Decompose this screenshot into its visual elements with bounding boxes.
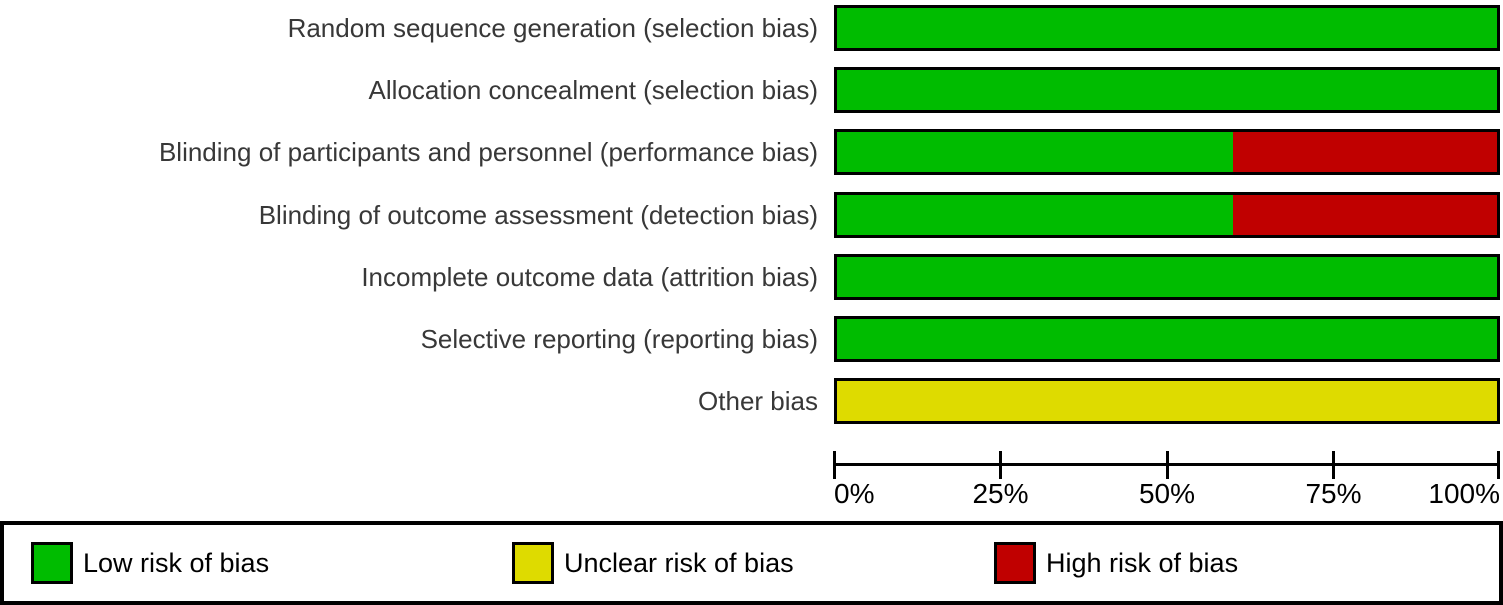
legend-entry-high: High risk of bias xyxy=(994,542,1238,584)
bias-bar xyxy=(834,316,1500,362)
x-axis-tick-labels: 0% 25% 50% 75% 100% xyxy=(834,480,1500,512)
bias-bar-segment-low xyxy=(837,132,1233,172)
legend-entry-low: Low risk of bias xyxy=(31,542,269,584)
bias-bar-segment-low xyxy=(837,319,1497,359)
bias-row: Blinding of participants and personnel (… xyxy=(0,129,1503,175)
bias-bar xyxy=(834,192,1500,238)
bias-row-label: Blinding of outcome assessment (detectio… xyxy=(258,200,818,230)
bias-row: Random sequence generation (selection bi… xyxy=(0,5,1503,51)
axis-tick xyxy=(999,451,1002,479)
legend-label-high-risk: High risk of bias xyxy=(1046,547,1239,578)
bias-row-label: Allocation concealment (selection bias) xyxy=(368,75,818,105)
bias-row: Selective reporting (reporting bias) xyxy=(0,316,1503,362)
legend-swatch-high-risk xyxy=(994,542,1036,584)
bias-row-label: Other bias xyxy=(698,386,818,416)
bias-row-label: Incomplete outcome data (attrition bias) xyxy=(361,262,818,292)
bias-bar xyxy=(834,129,1500,175)
bias-row: Other bias xyxy=(0,378,1503,424)
x-tick-label-25: 25% xyxy=(972,478,1029,509)
bias-bar xyxy=(834,378,1500,424)
legend-label-low-risk: Low risk of bias xyxy=(83,547,270,578)
bias-row: Incomplete outcome data (attrition bias) xyxy=(0,254,1503,300)
legend-box: Low risk of bias Unclear risk of bias Hi… xyxy=(0,521,1503,605)
bias-row-label: Random sequence generation (selection bi… xyxy=(287,13,818,43)
bias-bar-segment-unclear xyxy=(837,381,1497,421)
axis-tick xyxy=(1166,451,1169,479)
bias-bar-segment-low xyxy=(837,195,1233,235)
bias-row: Allocation concealment (selection bias) xyxy=(0,67,1503,113)
legend-swatch-unclear-risk xyxy=(512,542,554,584)
x-tick-label-0: 0% xyxy=(834,478,875,509)
bias-bar xyxy=(834,67,1500,113)
bias-bar-segment-low xyxy=(837,70,1497,110)
axis-tick xyxy=(1332,451,1335,479)
bias-bar-segment-low xyxy=(837,8,1497,48)
legend-swatch-low-risk xyxy=(31,542,73,584)
x-axis: 0% 25% 50% 75% 100% xyxy=(833,451,1500,513)
x-tick-label-100: 100% xyxy=(1428,478,1500,509)
bias-bar xyxy=(834,254,1500,300)
x-tick-label-50: 50% xyxy=(1138,478,1196,509)
bias-bar-segment-low xyxy=(837,257,1497,297)
bias-row-label: Blinding of participants and personnel (… xyxy=(158,137,818,167)
bias-bar-segment-high xyxy=(1233,132,1497,172)
bias-bar-segment-high xyxy=(1233,195,1497,235)
x-tick-label-75: 75% xyxy=(1305,478,1362,509)
bias-bar xyxy=(834,5,1500,51)
axis-tick xyxy=(1497,451,1500,479)
legend-entry-unclear: Unclear risk of bias xyxy=(512,542,794,584)
axis-tick xyxy=(833,451,836,479)
legend-label-unclear-risk: Unclear risk of bias xyxy=(564,547,794,578)
bias-row: Blinding of outcome assessment (detectio… xyxy=(0,192,1503,238)
bias-row-label: Selective reporting (reporting bias) xyxy=(420,324,818,354)
